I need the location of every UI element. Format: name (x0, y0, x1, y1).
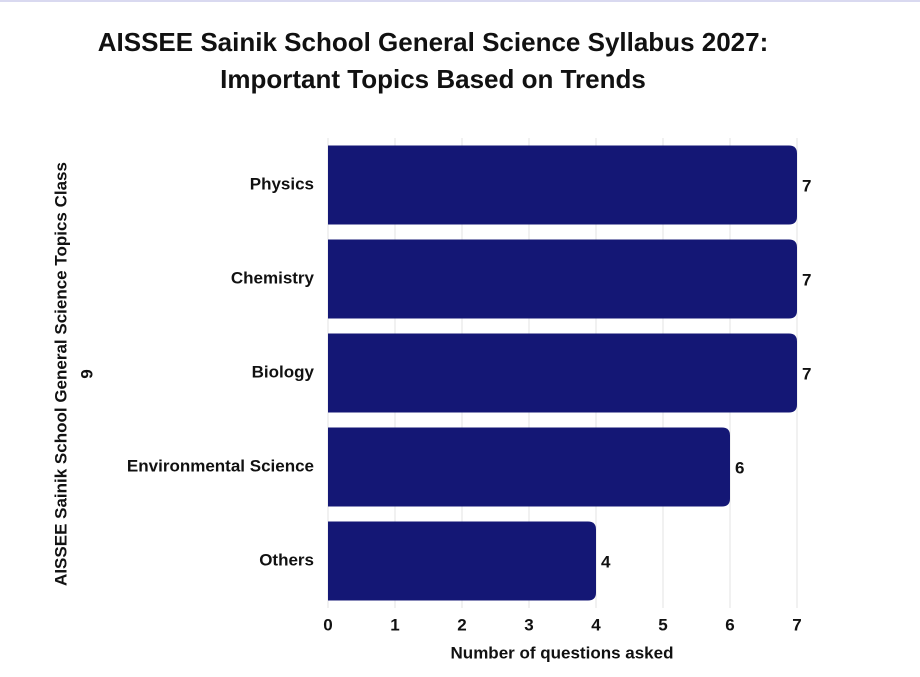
x-tick-label: 2 (457, 615, 466, 634)
bar (328, 521, 596, 601)
x-axis-label: Number of questions asked (451, 643, 674, 662)
x-tick-label: 6 (725, 615, 734, 634)
bar (328, 427, 730, 507)
value-label: 6 (735, 458, 744, 477)
value-label: 7 (802, 364, 811, 383)
x-tick-label: 5 (658, 615, 667, 634)
x-tick-label: 7 (792, 615, 801, 634)
value-label: 4 (601, 552, 611, 571)
y-tick-label: Chemistry (231, 268, 315, 287)
y-tick-label: Environmental Science (127, 456, 314, 475)
y-tick-label: Biology (252, 362, 315, 381)
x-tick-label: 0 (323, 615, 332, 634)
y-tick-label: Physics (250, 174, 314, 193)
y-tick-label: Others (259, 550, 314, 569)
top-border (0, 0, 920, 2)
value-label: 7 (802, 270, 811, 289)
x-tick-label: 1 (390, 615, 399, 634)
bar (328, 239, 797, 319)
bar (328, 145, 797, 225)
value-label: 7 (802, 176, 811, 195)
x-tick-label: 3 (524, 615, 533, 634)
x-tick-label: 4 (591, 615, 601, 634)
y-axis-label: AISSEE Sainik School General Science Top… (51, 162, 70, 586)
y-axis-label: 9 (77, 369, 96, 378)
bar (328, 333, 797, 413)
chart-title: Important Topics Based on Trends (220, 64, 646, 94)
chart-title: AISSEE Sainik School General Science Syl… (98, 27, 769, 57)
